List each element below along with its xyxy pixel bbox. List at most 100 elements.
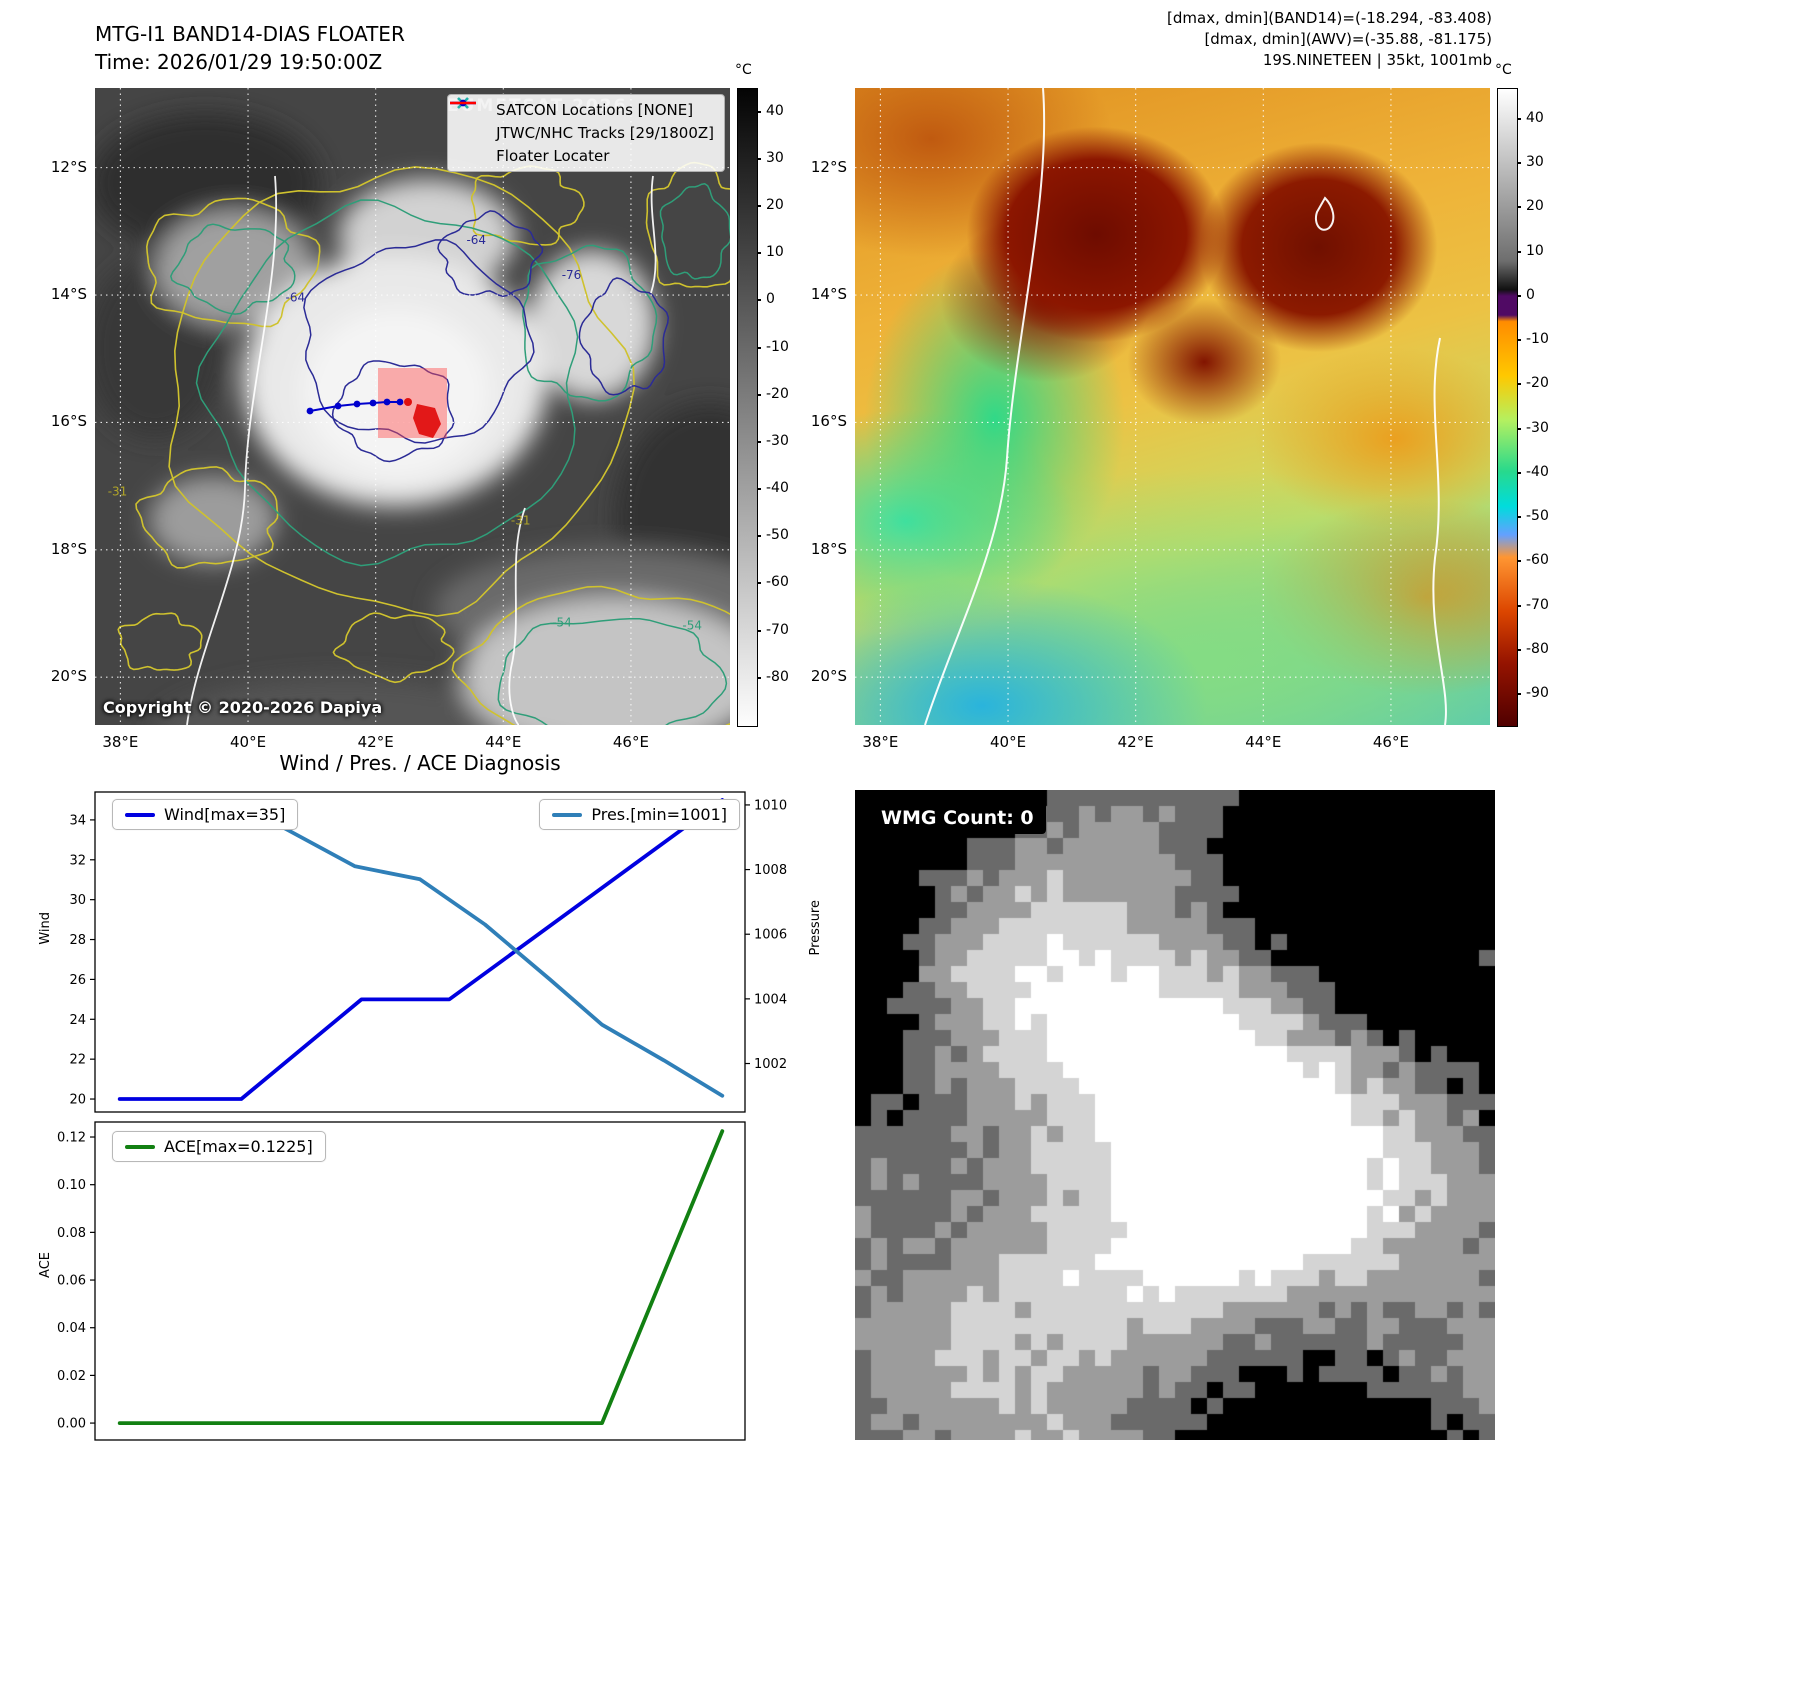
- y-tick-label: 16°S: [810, 412, 847, 431]
- x-tick-label: 40°E: [989, 733, 1027, 751]
- y-tick-label: 0.02: [57, 1369, 86, 1384]
- series-Pres.[min=1001]: [239, 802, 725, 1098]
- colorbar-tick-mark: [757, 676, 761, 679]
- y-tick-label: 20°S: [50, 667, 87, 686]
- enhanced-ir-map: [855, 88, 1490, 725]
- pressure-legend-label: Pres.[min=1001]: [591, 805, 727, 824]
- colorbar-tick-label: -30: [1526, 419, 1549, 436]
- y-tick-label: 24: [69, 1013, 86, 1028]
- y-tick-label: 0.06: [57, 1274, 86, 1289]
- wind-line-swatch: [125, 812, 155, 817]
- legend-row-floater: Floater Locater: [450, 101, 714, 165]
- ace-legend: ACE[max=0.1225]: [112, 1131, 326, 1162]
- colorbar-tick-label: 0: [1526, 286, 1535, 303]
- y-tick-label: 0.10: [57, 1178, 86, 1193]
- colorbar-tick-mark: [757, 393, 761, 396]
- colorbar-tick-mark: [757, 440, 761, 443]
- colorbar-tick-mark: [1517, 162, 1521, 165]
- colorbar-tick-mark: [1517, 250, 1521, 253]
- colorbar-tick-label: 40: [1526, 109, 1544, 126]
- colorbar-tick-mark: [757, 346, 761, 349]
- pressure-legend: Pres.[min=1001]: [539, 799, 740, 830]
- legend-label-floater: Floater Locater: [496, 147, 610, 165]
- series-ACE[max=0.1225]: [117, 1129, 725, 1426]
- colorbar-tick-mark: [1517, 206, 1521, 209]
- wind-axis-label: Wind: [38, 912, 53, 945]
- colorbar-tick-label: 0: [766, 291, 775, 308]
- colorbar-tick-label: -70: [766, 621, 789, 638]
- contour-value-label: -31: [511, 513, 531, 527]
- colorbar-tick-label: -20: [766, 385, 789, 402]
- y-tick-label: 18°S: [50, 539, 87, 558]
- wind-pressure-chart: 20 22 24 26 28 30 32 34 1002 1004 1006 1008 1010: [69, 791, 787, 1113]
- right-colorbar-ticks: 40 30 20 10 0 -10 -20 -30 -40 -50 -60 -70 -80 -90: [1517, 88, 1563, 725]
- y-tick-label: 0.12: [57, 1131, 86, 1146]
- ace-axis-label: ACE: [38, 1252, 53, 1278]
- colorbar-tick-label: -40: [766, 480, 789, 497]
- y-tick-label: 20°S: [810, 667, 847, 686]
- wind-legend: Wind[max=35]: [112, 799, 299, 830]
- colorbar-tick-mark: [757, 299, 761, 302]
- contour-value-label: -64: [466, 233, 486, 247]
- series-Wind[max=35]: [117, 798, 725, 1101]
- colorbar-tick-label: -70: [1526, 596, 1549, 613]
- left-colorbar: [737, 88, 758, 727]
- diagnosis-chart-title: Wind / Pres. / ACE Diagnosis: [279, 751, 561, 775]
- y-tick-label: 12°S: [50, 157, 87, 176]
- band14-floater-map: -64-64-76-31-31-54-54 EUMETSAT 2026 SATC…: [95, 88, 730, 725]
- map-legend: SATCON Locations [NONE] JTWC/NHC Tracks …: [447, 94, 725, 172]
- y-tick-label: 28: [69, 933, 86, 948]
- x-tick-label: 44°E: [1245, 733, 1282, 751]
- contour-value-label: -54: [552, 615, 572, 629]
- storm-id-intensity: 19S.NINETEEN | 35kt, 1001mb: [1262, 51, 1492, 69]
- colorbar-tick-mark: [757, 110, 761, 113]
- x-tick-label: 38°E: [102, 733, 139, 751]
- colorbar-tick-mark: [1517, 516, 1521, 519]
- wmg-panel: WMG Count: 0: [855, 790, 1495, 1440]
- y-tick-label: 0.04: [57, 1321, 86, 1336]
- colorbar-tick-mark: [1517, 693, 1521, 696]
- pressure-axis-label: Pressure: [808, 900, 823, 956]
- colorbar-tick-label: 30: [1526, 154, 1544, 171]
- y-tick-label: 14°S: [50, 285, 87, 304]
- x-tick-label: 46°E: [1372, 733, 1409, 751]
- ace-chart: 0.00 0.02 0.04 0.06 0.08 0.10 0.12: [57, 1121, 746, 1441]
- y-tick-label: 30: [69, 893, 86, 908]
- y-tick-label: 22: [69, 1053, 86, 1068]
- colorbar-tick-mark: [1517, 471, 1521, 474]
- left-panel-title-line1: MTG-I1 BAND14-DIAS FLOATER: [95, 22, 405, 46]
- colorbar-tick-mark: [1517, 648, 1521, 651]
- colorbar-tick-label: -30: [766, 432, 789, 449]
- y2-tick-label: 1010: [754, 798, 787, 813]
- colorbar-tick-label: 20: [766, 196, 784, 213]
- y-tick-label: 0.08: [57, 1226, 86, 1241]
- colorbar-tick-label: -50: [766, 527, 789, 544]
- band14-map-image: -64 -64 -76 -31 -31 -54 -54: [95, 88, 730, 725]
- y-tick-label: 18°S: [810, 539, 847, 558]
- colorbar-tick-label: 10: [766, 244, 784, 261]
- y-tick-label: 0.00: [57, 1417, 86, 1432]
- y-tick-label: 26: [69, 973, 86, 988]
- left-panel-title: MTG-I1 BAND14-DIAS FLOATER Time: 2026/01…: [95, 20, 405, 76]
- legend-label-track: JTWC/NHC Tracks [29/1800Z]: [496, 124, 714, 142]
- legend-label-satcon: SATCON Locations [NONE]: [496, 101, 694, 119]
- wmg-mask-image: [855, 790, 1495, 1440]
- left-panel-title-line2: Time: 2026/01/29 19:50:00Z: [95, 50, 383, 74]
- colorbar-tick-mark: [1517, 294, 1521, 297]
- right-colorbar: [1497, 88, 1518, 727]
- floater-line-icon: [450, 101, 488, 164]
- colorbar-tick-mark: [757, 535, 761, 538]
- colorbar-tick-mark: [757, 252, 761, 255]
- ace-legend-label: ACE[max=0.1225]: [164, 1137, 313, 1156]
- colorbar-tick-mark: [757, 157, 761, 160]
- legend-row-track: JTWC/NHC Tracks [29/1800Z]: [450, 99, 714, 142]
- contour-value-label: -64: [286, 290, 306, 304]
- x-tick-label: 46°E: [612, 733, 649, 751]
- colorbar-tick-mark: [1517, 560, 1521, 563]
- colorbar-tick-label: -40: [1526, 463, 1549, 480]
- colorbar-tick-label: 30: [766, 149, 784, 166]
- ace-line-swatch: [125, 1144, 155, 1149]
- colorbar-tick-mark: [757, 582, 761, 585]
- colorbar-tick-mark: [757, 488, 761, 491]
